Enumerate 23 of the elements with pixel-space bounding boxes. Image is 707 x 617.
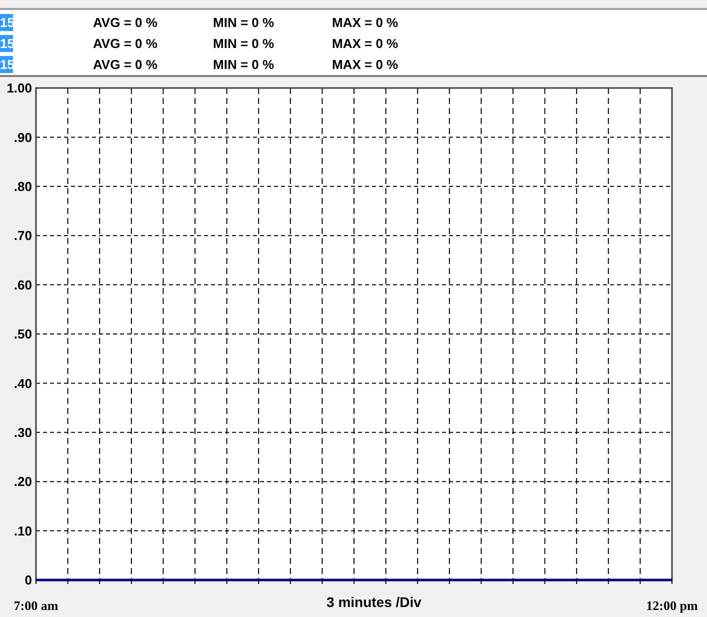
y-tick-label: .90 <box>14 130 32 145</box>
y-tick-label: .70 <box>14 228 32 244</box>
y-tick-label: .10 <box>14 523 32 538</box>
y-tick-label: .60 <box>14 277 32 292</box>
text: MIN = 0 % <box>213 36 274 51</box>
y-tick-label: 0 <box>24 572 32 588</box>
y-tick-label: 1.00 <box>6 80 32 96</box>
y-tick-label: .50 <box>14 326 32 342</box>
y-tick-label: .20 <box>14 474 32 490</box>
y-tick-label: .30 <box>14 424 32 440</box>
text: AVG = 0 % <box>93 36 158 51</box>
text: MAX = 0 % <box>332 15 399 30</box>
x-tick-label: 12:00 pm <box>646 598 698 613</box>
x-tick-label: 7:00 am <box>14 598 58 613</box>
x-axis-title: 3 minutes /Div <box>326 594 422 610</box>
y-tick-label: .80 <box>14 178 32 194</box>
text: MIN = 0 % <box>213 57 274 72</box>
y-tick-label: .40 <box>14 376 32 391</box>
text: MAX = 0 % <box>332 36 399 51</box>
text: AVG = 0 % <box>93 57 158 72</box>
text: MIN = 0 % <box>213 15 274 30</box>
text: MAX = 0 % <box>332 57 399 72</box>
text: AVG = 0 % <box>93 15 158 30</box>
